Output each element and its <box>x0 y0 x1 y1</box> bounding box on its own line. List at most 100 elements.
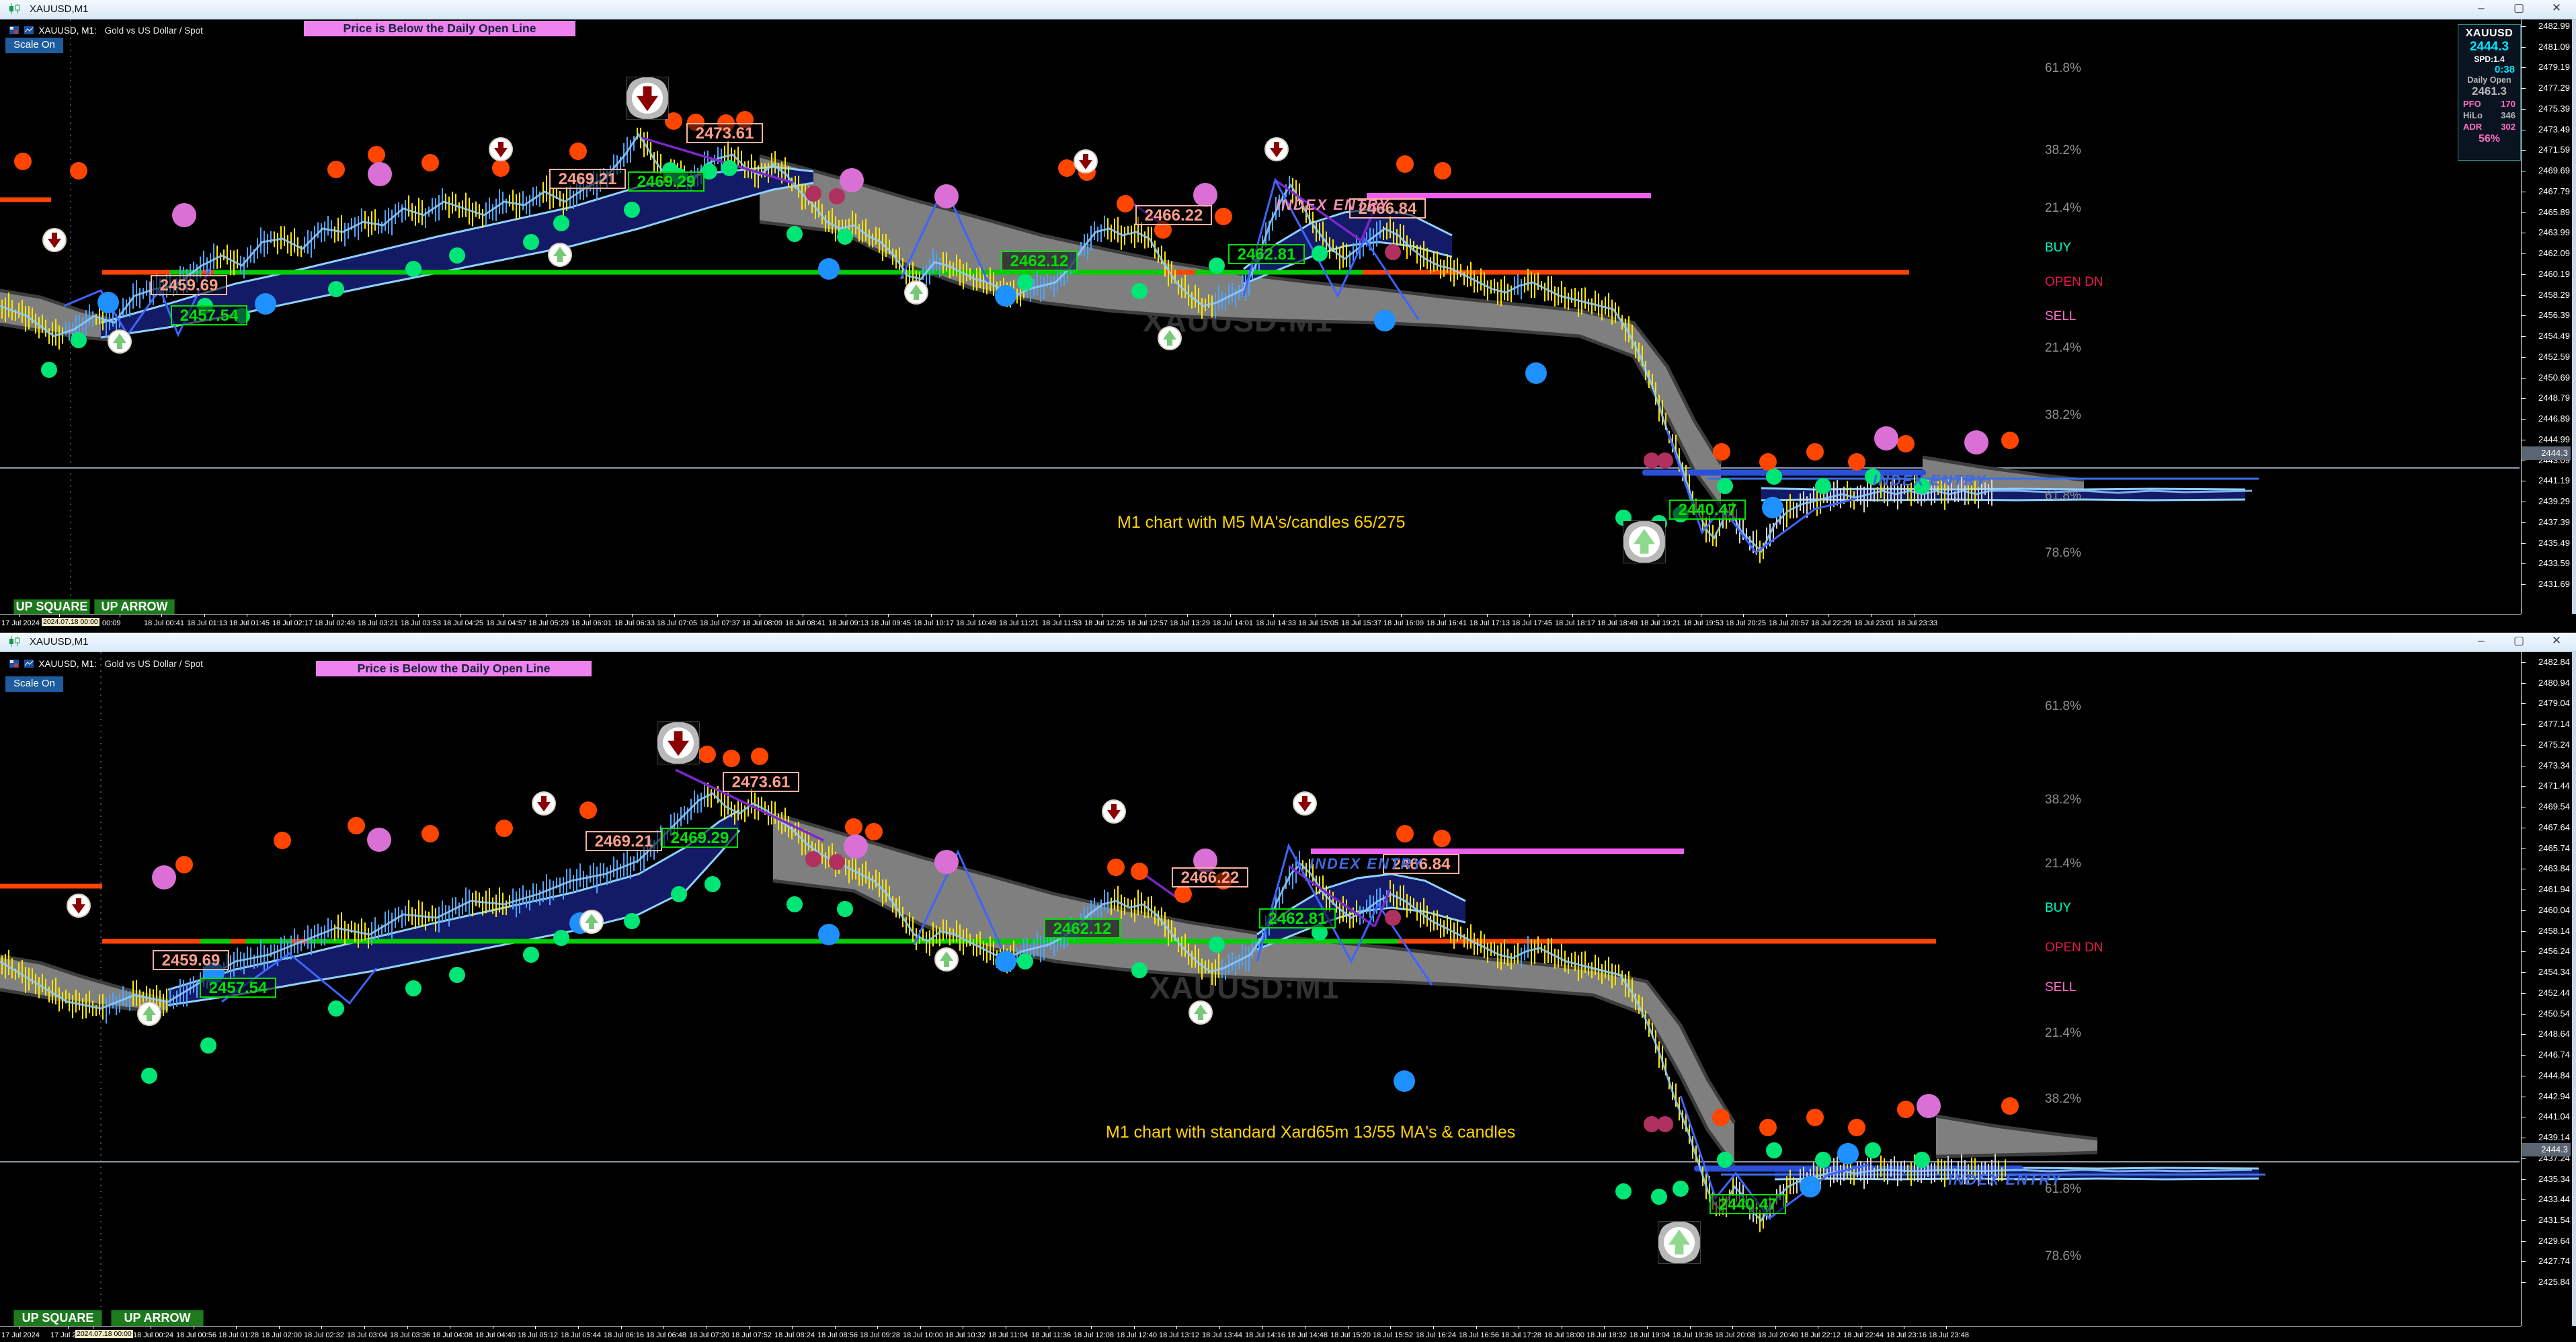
time-axis-label: 2024.07.18 00:00 <box>75 1330 133 1338</box>
scrollbar-strip[interactable] <box>2572 652 2576 1326</box>
candle <box>990 936 991 961</box>
time-axis-label: 18 Jul 08:56 <box>817 1331 858 1339</box>
signal-dot-blue <box>995 285 1016 307</box>
signal-dot-orange <box>2001 432 2019 449</box>
candle <box>953 928 954 943</box>
candle <box>1470 924 1472 949</box>
minimize-button[interactable]: – <box>2478 634 2485 647</box>
candle <box>986 943 988 963</box>
candle <box>492 204 493 221</box>
candle <box>532 187 534 206</box>
window-titlebar[interactable]: XAUUSD,M1 – ▢ ✕ <box>0 0 2576 19</box>
time-axis[interactable]: 17 Jul 2024 17 Jul 23: 2024.07.18 00:00 18 … <box>0 1326 2521 1342</box>
candle <box>526 196 527 214</box>
time-axis-label: 18 Jul 14:16 <box>1245 1331 1285 1339</box>
candle <box>643 846 645 872</box>
up-square-button[interactable]: UP SQUARE <box>13 1310 102 1327</box>
candle <box>630 856 631 879</box>
candle <box>1309 204 1310 225</box>
price-scale-tick: 2456.39 <box>2522 310 2573 320</box>
fib-level-label: 78.6% <box>2045 546 2081 560</box>
maximize-button[interactable]: ▢ <box>2513 1 2525 14</box>
candle <box>1040 936 1041 963</box>
close-button[interactable]: ✕ <box>2551 634 2562 647</box>
candle <box>1433 910 1435 931</box>
candle <box>1699 1154 1700 1166</box>
candle <box>1470 262 1472 286</box>
candle <box>1477 938 1478 955</box>
candle <box>82 998 83 1019</box>
candle <box>102 304 104 331</box>
time-axis-label: 18 Jul 00:24 <box>133 1331 173 1339</box>
candle <box>734 804 735 825</box>
scrollbar-strip[interactable] <box>2572 19 2576 614</box>
signal-dot-green <box>1815 478 1831 494</box>
candle <box>1951 1159 1952 1176</box>
index-entry-line-blue <box>1642 469 1926 476</box>
candle <box>727 792 729 815</box>
up-square-button[interactable]: UP SQUARE <box>13 599 90 615</box>
candle <box>1225 962 1226 981</box>
candle <box>1201 958 1203 980</box>
candle <box>482 896 483 916</box>
scale-on-button[interactable]: Scale On <box>5 38 63 53</box>
candle <box>253 954 255 969</box>
candle <box>1511 953 1512 970</box>
signal-dot-orange <box>845 818 862 836</box>
candle <box>1040 275 1041 302</box>
price-scale[interactable]: 2482.99 2481.09 2479.19 2477.29 2475.39 2473.… <box>2521 19 2573 614</box>
price-scale-tick: 2471.44 <box>2522 781 2573 791</box>
down-arrow-marker <box>489 137 513 161</box>
time-axis-label: 18 Jul 23:16 <box>1886 1331 1927 1339</box>
candle <box>1860 1161 1861 1181</box>
candle <box>1242 944 1243 966</box>
candle <box>1215 292 1216 319</box>
candle <box>566 869 567 894</box>
price-label-sell: 2459.69 <box>151 275 227 295</box>
candle <box>771 800 772 825</box>
candle <box>1104 890 1105 911</box>
candle <box>1947 479 1949 504</box>
window-titlebar[interactable]: XAUUSD,M1 – ▢ ✕ <box>0 633 2576 652</box>
candle <box>754 160 756 188</box>
signal-dot-blue <box>995 951 1016 972</box>
candle <box>378 924 379 940</box>
candle <box>905 916 907 934</box>
price-scale[interactable]: 2482.84 2480.94 2479.04 2477.14 2475.24 2473.… <box>2521 652 2573 1326</box>
scale-on-button[interactable]: Scale On <box>5 676 63 692</box>
candle <box>774 151 776 174</box>
time-axis-label: 18 Jul 19:53 <box>1683 619 1724 627</box>
up-arrow-button[interactable]: UP ARROW <box>94 599 175 615</box>
candle <box>821 843 823 864</box>
time-axis-label: 18 Jul 06:48 <box>646 1331 686 1339</box>
daily-open-line-green <box>1195 270 1363 275</box>
candle <box>1937 1158 1939 1175</box>
maximize-button[interactable]: ▢ <box>2513 634 2525 647</box>
signal-dot-green <box>71 332 87 348</box>
signal-dot-green <box>1717 1152 1733 1168</box>
candle <box>65 990 67 1004</box>
candle <box>1763 543 1764 559</box>
candle <box>465 192 467 217</box>
signal-dot-orange <box>492 159 510 177</box>
candle <box>321 223 322 243</box>
candle <box>1144 900 1145 918</box>
signal-dot-violet <box>152 865 176 890</box>
info-candle-timer: 0:38 <box>2494 64 2515 75</box>
ma-cloud <box>760 156 1721 508</box>
candle <box>1047 274 1048 288</box>
price-scale-tick: 2441.04 <box>2522 1111 2573 1121</box>
candle <box>546 175 547 202</box>
signal-dot-green <box>1673 1181 1689 1197</box>
close-button[interactable]: ✕ <box>2551 1 2562 14</box>
candle <box>536 883 537 903</box>
candle <box>280 226 282 249</box>
candle <box>603 863 604 879</box>
candle <box>1766 527 1767 549</box>
quotes-grid-icon <box>9 26 19 34</box>
up-arrow-button[interactable]: UP ARROW <box>111 1310 204 1327</box>
candle <box>337 914 339 939</box>
time-axis[interactable]: 17 Jul 2024 2024.07.18 00:00 00:09 18 Jul 0… <box>0 614 2521 633</box>
candle <box>842 219 843 229</box>
minimize-button[interactable]: – <box>2478 1 2485 14</box>
